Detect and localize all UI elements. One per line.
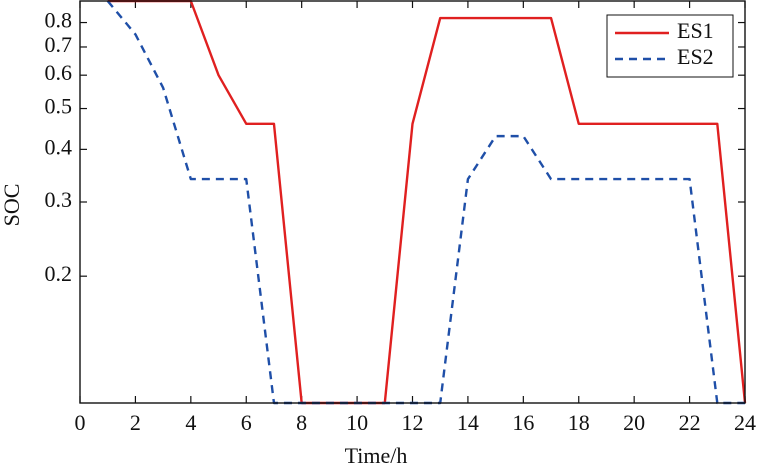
x-tick-label: 4 (185, 410, 196, 435)
x-tick-label: 22 (679, 410, 701, 435)
x-tick-label: 14 (457, 410, 479, 435)
y-tick-label: 0.2 (45, 261, 73, 286)
x-tick-label: 6 (241, 410, 252, 435)
x-tick-label: 20 (623, 410, 645, 435)
x-tick-label: 10 (346, 410, 368, 435)
x-tick-label: 16 (512, 410, 534, 435)
x-tick-label: 2 (130, 410, 141, 435)
x-tick-label: 8 (296, 410, 307, 435)
x-tick-label: 12 (402, 410, 424, 435)
legend-label: ES1 (677, 18, 714, 43)
x-tick-label: 24 (734, 410, 756, 435)
y-axis-label: SOC (0, 184, 24, 227)
y-tick-label: 0.8 (45, 8, 73, 33)
y-tick-label: 0.7 (45, 32, 73, 57)
x-axis-label: Time/h (345, 443, 408, 468)
plot-frame (79, 0, 746, 404)
x-tick-label: 18 (568, 410, 590, 435)
x-tick-label: 0 (75, 410, 86, 435)
y-tick-label: 0.4 (45, 134, 73, 159)
y-tick-label: 0.6 (45, 60, 73, 85)
legend-label: ES2 (677, 44, 714, 69)
y-tick-label: 0.5 (45, 94, 73, 119)
series-line (107, 0, 747, 405)
legend-box (606, 14, 734, 78)
y-tick-label: 0.3 (45, 187, 73, 212)
